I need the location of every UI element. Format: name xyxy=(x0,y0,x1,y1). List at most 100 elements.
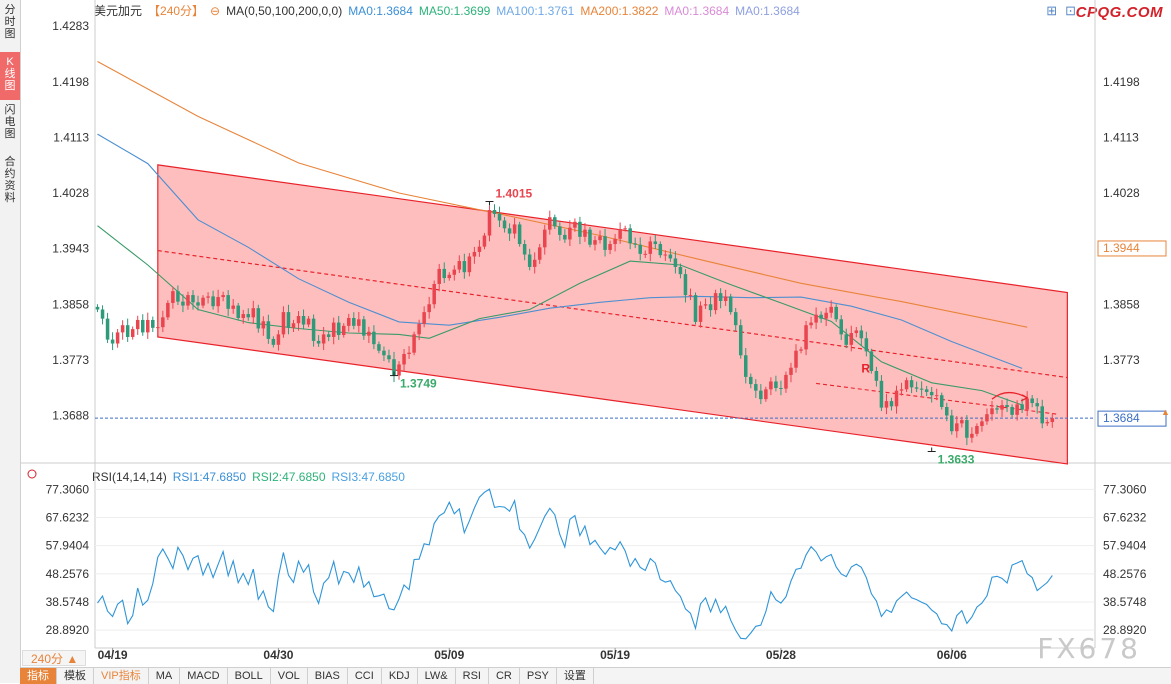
candle-body xyxy=(115,332,120,344)
candle-body xyxy=(276,334,281,345)
candle-body xyxy=(241,314,245,318)
rsi2-value: RSI2:47.6850 xyxy=(252,470,326,484)
candle-body xyxy=(909,380,914,388)
annotation-label-1: 1.3749 xyxy=(400,377,437,391)
rsi-line xyxy=(97,488,1053,640)
zoom-icon[interactable]: ⊖ xyxy=(210,3,221,18)
y-tick-right-5: 1.3773 xyxy=(1103,353,1140,367)
price-tag-0: 1.3944 xyxy=(1103,241,1140,255)
period-selector[interactable]: 240分 ▲ xyxy=(22,650,86,666)
toolbar-item-14[interactable]: 设置 xyxy=(557,668,594,684)
candle-body xyxy=(814,314,818,323)
candle-body xyxy=(618,228,622,239)
toolbar-item-5[interactable]: BOLL xyxy=(228,668,271,684)
toolbar-item-12[interactable]: CR xyxy=(489,668,520,684)
candle-body xyxy=(553,217,557,227)
candle-body xyxy=(120,325,125,333)
candle-body xyxy=(668,254,673,259)
rsi-tick-right-3: 48.2576 xyxy=(1103,567,1147,581)
candle-body xyxy=(733,312,738,326)
candle-body xyxy=(140,319,145,333)
candle-body xyxy=(452,269,457,275)
toolbar-item-2[interactable]: VIP指标 xyxy=(94,668,149,684)
candle-body xyxy=(1005,405,1009,407)
toolbar-item-11[interactable]: RSI xyxy=(456,668,489,684)
candle-body xyxy=(166,302,170,318)
price-tag-box-1 xyxy=(1097,410,1167,427)
fullscreen-icon[interactable]: ⊡ xyxy=(1065,3,1076,18)
price-chart[interactable]: 1.4283 1.4198 1.4113 1.4028 1.3943 1.3858 1.37… xyxy=(20,0,1171,667)
ma0-value: MA0:1.3684 xyxy=(348,3,413,18)
candle-body xyxy=(467,256,472,273)
ma0c-value: MA0:1.3684 xyxy=(735,3,800,18)
candle-body xyxy=(352,317,356,326)
candle-body xyxy=(417,323,421,335)
candle-body xyxy=(558,226,562,235)
candle-body xyxy=(598,236,602,241)
candle-body xyxy=(1050,418,1055,423)
candle-body xyxy=(392,359,396,376)
candle-body xyxy=(357,319,361,326)
candle-body xyxy=(176,291,180,302)
toolbar-item-7[interactable]: BIAS xyxy=(308,668,348,684)
rsi1-value: RSI1:47.6850 xyxy=(172,470,247,484)
candle-body xyxy=(412,334,416,353)
candle-body xyxy=(517,224,522,245)
candle-body xyxy=(774,381,778,389)
candle-body xyxy=(1025,398,1029,410)
candle-body xyxy=(854,330,859,334)
tab-timeshare[interactable]: 分时图 xyxy=(4,4,16,40)
candle-body xyxy=(824,312,828,319)
candle-body xyxy=(784,374,788,389)
candle-body xyxy=(171,291,175,303)
period-selector-label: 240分 xyxy=(31,652,64,666)
candle-body xyxy=(548,217,552,230)
toolbar-item-0[interactable]: 指标 xyxy=(20,668,57,684)
candle-body xyxy=(271,338,276,345)
candle-body xyxy=(688,295,693,297)
toolbar-item-9[interactable]: KDJ xyxy=(382,668,418,684)
y-tick-right-4: 1.3858 xyxy=(1103,297,1140,311)
candle-body xyxy=(432,283,436,305)
candle-body xyxy=(960,420,964,424)
candle-body xyxy=(945,406,949,416)
rsi-tick-right-5: 28.8920 xyxy=(1103,623,1147,637)
candle-body xyxy=(497,213,502,221)
candle-body xyxy=(708,304,713,311)
toolbar-item-1[interactable]: 模板 xyxy=(57,668,94,684)
candle-body xyxy=(819,314,823,319)
toolbar-item-4[interactable]: MACD xyxy=(180,668,228,684)
toolbar-item-3[interactable]: MA xyxy=(149,668,181,684)
candle-body xyxy=(146,319,150,333)
candle-body xyxy=(382,350,386,356)
crosshair-icon[interactable]: ⊞ xyxy=(1046,3,1058,18)
x-tick-1: 04/30 xyxy=(263,648,293,662)
candle-body xyxy=(658,244,663,256)
candle-body xyxy=(1030,398,1034,404)
rsi-tick-left-0: 77.3060 xyxy=(46,482,90,496)
candle-body xyxy=(487,210,492,236)
toolbar-item-10[interactable]: LW& xyxy=(418,668,456,684)
candle-body xyxy=(216,297,220,307)
candle-body xyxy=(990,408,994,415)
arrow-head xyxy=(1020,394,1029,402)
candle-body xyxy=(341,325,346,336)
candle-body xyxy=(879,380,884,408)
candle-body xyxy=(512,224,517,234)
toolbar-item-8[interactable]: CCI xyxy=(348,668,382,684)
ma-params[interactable]: MA(0,50,100,200,0,0) xyxy=(226,3,343,18)
candle-body xyxy=(738,325,743,356)
candle-body xyxy=(844,334,849,345)
candle-body xyxy=(749,376,753,385)
candle-body xyxy=(397,364,401,376)
tab-contract-info[interactable]: 合约资料 xyxy=(4,156,16,204)
rsi-tick-left-3: 48.2576 xyxy=(46,567,90,581)
annotation-r-label: R xyxy=(861,361,870,375)
toolbar-item-6[interactable]: VOL xyxy=(271,668,308,684)
price-tag-1: 1.3684 xyxy=(1103,411,1140,425)
candle-body xyxy=(929,391,934,396)
candle-body xyxy=(326,334,331,337)
tab-flash[interactable]: 闪电图 xyxy=(4,104,16,140)
toolbar-item-13[interactable]: PSY xyxy=(520,668,557,684)
